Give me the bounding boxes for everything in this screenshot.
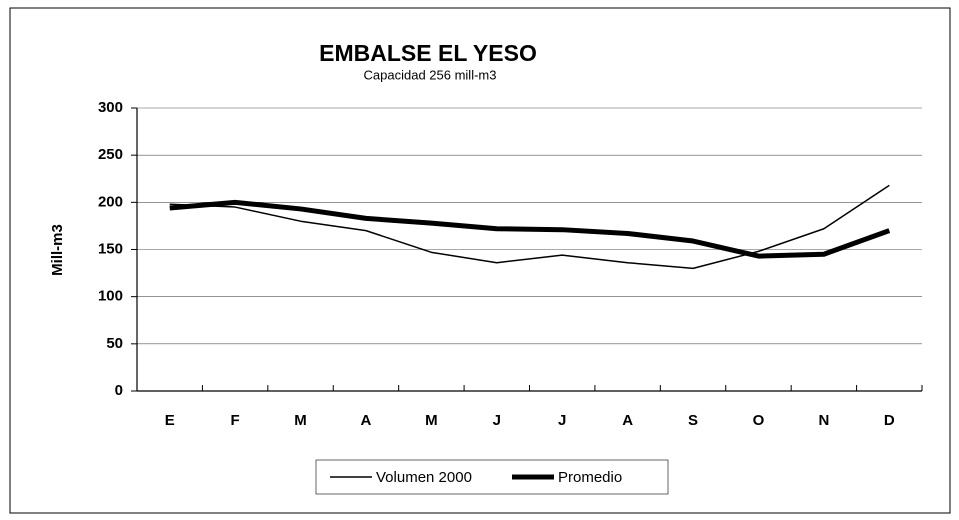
- y-tick-label: 250: [98, 146, 123, 163]
- x-tick-label: E: [165, 412, 175, 429]
- x-tick-label: A: [361, 412, 372, 429]
- legend-label: Volumen 2000: [376, 469, 472, 486]
- x-tick-label: F: [231, 412, 240, 429]
- chart-title: EMBALSE EL YESO: [319, 40, 537, 66]
- legend: [315, 459, 669, 495]
- chart-border: [9, 7, 951, 514]
- y-tick-label: 50: [106, 335, 123, 352]
- x-tick-label: M: [425, 412, 438, 429]
- y-tick-label: 0: [115, 382, 123, 399]
- y-tick-label: 300: [98, 99, 123, 116]
- y-tick-label: 150: [98, 240, 123, 257]
- x-tick-label: O: [753, 412, 765, 429]
- x-tick-label: J: [493, 412, 501, 429]
- line-series: [169, 184, 890, 270]
- legend-label: Promedio: [558, 469, 622, 486]
- y-tick-label: 100: [98, 288, 123, 305]
- x-tick-label: M: [294, 412, 307, 429]
- y-axis-label: Mill-m3: [49, 224, 66, 276]
- chart-subtitle: Capacidad 256 mill-m3: [364, 67, 497, 82]
- x-tick-label: J: [558, 412, 566, 429]
- line-series: [169, 199, 891, 259]
- x-tick-label: D: [884, 412, 895, 429]
- x-tick-label: N: [818, 412, 829, 429]
- y-tick-label: 200: [98, 193, 123, 210]
- x-tick-label: S: [688, 412, 698, 429]
- x-tick-label: A: [622, 412, 633, 429]
